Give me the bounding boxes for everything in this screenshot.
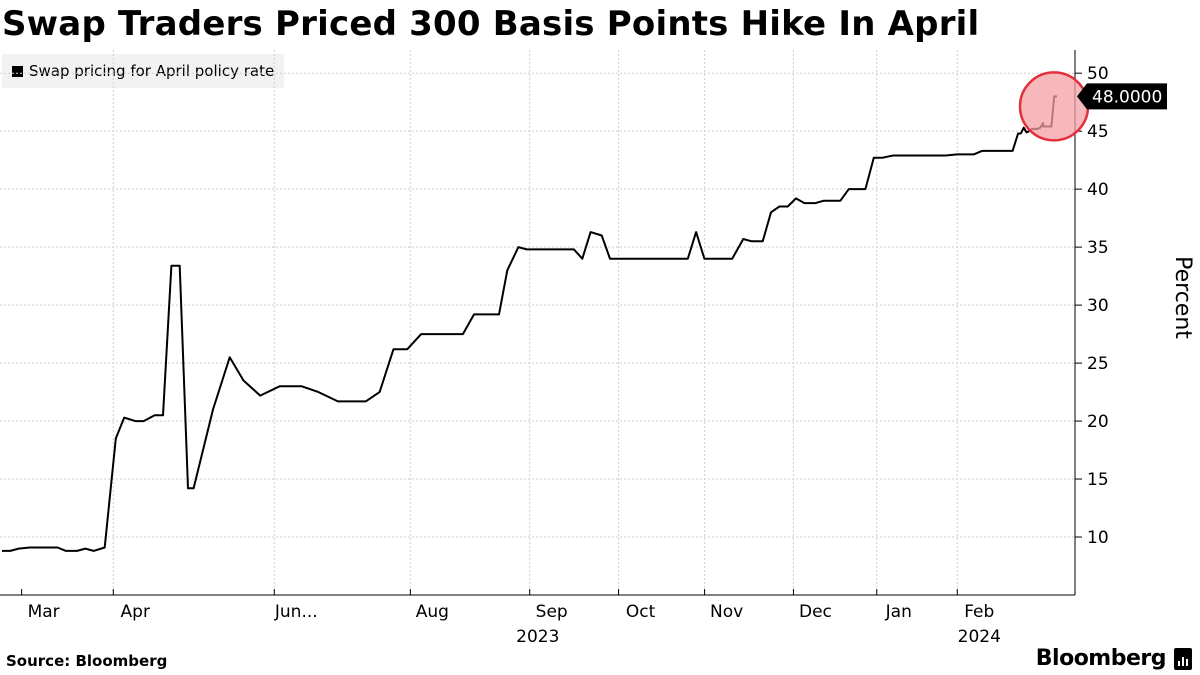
bloomberg-terminal-icon [1174, 648, 1192, 670]
y-tick-label: 30 [1087, 296, 1109, 316]
last-value-badge [1077, 83, 1167, 110]
x-tick-label: Oct [626, 602, 656, 622]
legend: Swap pricing for April policy rate [2, 54, 285, 88]
highlight-circle [1018, 71, 1090, 142]
y-tick-label: 35 [1087, 238, 1109, 258]
x-tick-label: Jan [885, 602, 912, 622]
x-tick-label: Aug [416, 602, 449, 622]
y-tick-label: 15 [1087, 470, 1109, 490]
x-tick-label: Dec [799, 602, 832, 622]
legend-swatch [12, 65, 23, 77]
y-tick-label: 20 [1087, 412, 1109, 432]
series-line [2, 95, 1057, 552]
last-value-label: 48.0000 [1092, 87, 1162, 107]
y-tick-label: 45 [1087, 122, 1109, 142]
y-tick-label: 50 [1087, 64, 1109, 84]
brand-logo-text: Bloomberg [1035, 646, 1167, 671]
x-tick-label: Apr [121, 602, 150, 622]
x-tick-label: Feb [964, 602, 994, 622]
x-tick-label: Nov [710, 602, 743, 622]
x-tick-label: Sep [536, 602, 568, 622]
y-tick-label: 10 [1087, 528, 1109, 548]
x-tick-label: Jun... [274, 602, 318, 622]
x-tick-label: Mar [28, 602, 60, 622]
x-year-label: 2024 [958, 627, 1001, 647]
y-axis-title: Percent [1170, 256, 1195, 339]
legend-label: Swap pricing for April policy rate [29, 62, 275, 80]
x-year-label: 2023 [516, 627, 559, 647]
source-note: Source: Bloomberg [6, 652, 168, 670]
y-tick-label: 25 [1087, 354, 1109, 374]
y-tick-label: 40 [1087, 180, 1109, 200]
chart-title: Swap Traders Priced 300 Basis Points Hik… [2, 4, 980, 44]
